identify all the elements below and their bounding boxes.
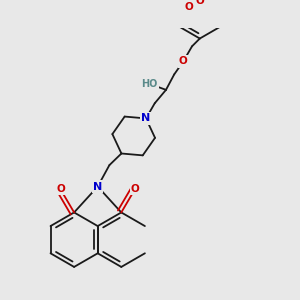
Text: O: O	[185, 2, 194, 12]
Text: N: N	[141, 113, 151, 123]
Text: HO: HO	[141, 79, 158, 89]
Text: O: O	[130, 184, 139, 194]
Text: O: O	[56, 184, 65, 194]
Text: N: N	[93, 182, 102, 192]
Text: O: O	[179, 56, 188, 67]
Text: O: O	[196, 0, 204, 6]
